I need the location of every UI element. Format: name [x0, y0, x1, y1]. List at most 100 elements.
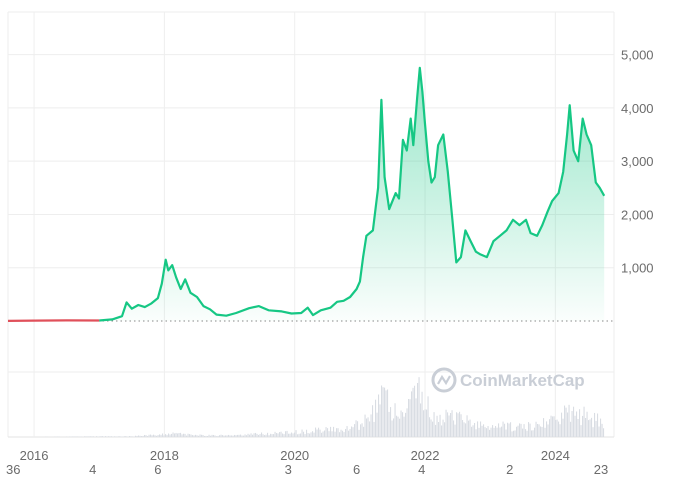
volume-bar — [597, 414, 598, 437]
volume-bar — [491, 428, 492, 437]
volume-bar — [594, 413, 595, 437]
volume-bar — [269, 435, 270, 437]
volume-bar — [240, 435, 241, 437]
volume-bar — [336, 428, 337, 437]
volume-bar — [114, 436, 115, 437]
price-line-early — [8, 320, 99, 321]
volume-bar — [323, 431, 324, 437]
volume-bar — [551, 416, 552, 437]
volume-bar — [452, 410, 453, 437]
volume-bar — [423, 410, 424, 437]
volume-bar — [110, 436, 111, 437]
volume-bar — [443, 420, 444, 437]
volume-bar — [246, 435, 247, 437]
volume-bar — [233, 436, 234, 437]
volume-bar — [429, 417, 430, 437]
volume-bar — [530, 424, 531, 437]
volume-bar — [561, 413, 562, 437]
y-tick-label: 5,000 — [621, 48, 654, 63]
volume-bar — [404, 417, 405, 437]
volume-bar — [444, 422, 445, 437]
volume-bar — [501, 427, 502, 437]
volume-bar — [231, 435, 232, 437]
volume-bar — [324, 430, 325, 437]
volume-bar — [573, 407, 574, 437]
volume-bar — [189, 434, 190, 437]
volume-bar — [222, 435, 223, 437]
volume-bar — [338, 428, 339, 437]
volume-bar — [80, 436, 81, 437]
volume-bar — [581, 425, 582, 437]
volume-bar — [77, 436, 78, 437]
volume-bar — [345, 429, 346, 437]
volume-bar — [329, 431, 330, 437]
volume-bar — [401, 411, 402, 437]
volume-bar — [107, 436, 108, 437]
x-tick-label: 2022 — [411, 448, 440, 463]
volume-bar — [525, 429, 526, 437]
volume-bar — [239, 435, 240, 437]
volume-bar — [383, 387, 384, 437]
volume-bar — [521, 424, 522, 437]
volume-bar — [105, 436, 106, 437]
volume-bar — [405, 413, 406, 437]
volume-bar — [363, 427, 364, 437]
x-minor-tick-label: 6 — [353, 462, 360, 477]
volume-bar — [446, 410, 447, 437]
volume-bar — [305, 434, 306, 437]
volume-bar — [395, 403, 396, 437]
volume-bar — [510, 422, 511, 437]
volume-bar — [411, 391, 412, 437]
volume-bar — [482, 426, 483, 437]
volume-bar — [522, 429, 523, 437]
volume-bar — [488, 426, 489, 437]
volume-bar — [542, 427, 543, 437]
volume-bar — [333, 427, 334, 437]
volume-bar — [228, 435, 229, 437]
volume-bar — [381, 385, 382, 437]
volume-bar — [575, 416, 576, 437]
volume-bar — [332, 431, 333, 437]
volume-bar — [557, 420, 558, 437]
volume-bar — [72, 436, 73, 437]
volume-bar — [474, 423, 475, 437]
volume-bar — [243, 436, 244, 437]
volume-bar — [278, 433, 279, 437]
volume-bar — [486, 428, 487, 437]
x-tick-label: 2016 — [20, 448, 49, 463]
volume-bar — [417, 383, 418, 437]
volume-bar — [518, 426, 519, 437]
volume-bar — [155, 435, 156, 437]
volume-bar — [567, 412, 568, 437]
volume-bar — [122, 436, 123, 437]
volume-bar — [516, 427, 517, 437]
volume-bar — [473, 425, 474, 437]
volume-bar — [188, 434, 189, 437]
volume-bar — [173, 432, 174, 437]
volume-bar — [600, 419, 601, 437]
y-tick-label: 3,000 — [621, 154, 654, 169]
volume-bar — [308, 433, 309, 437]
volume-bar — [201, 435, 202, 437]
volume-bar — [210, 436, 211, 437]
y-tick-label: 1,000 — [621, 261, 654, 276]
volume-bar — [165, 434, 166, 437]
volume-bar — [476, 429, 477, 437]
volume-bar — [377, 413, 378, 437]
volume-bar — [291, 433, 292, 437]
volume-bar — [456, 412, 457, 437]
volume-bar — [134, 436, 135, 437]
volume-bar — [515, 430, 516, 437]
volume-bar — [147, 436, 148, 437]
volume-bar — [284, 434, 285, 437]
volume-bar — [213, 435, 214, 437]
volume-bar — [428, 396, 429, 437]
volume-bar — [437, 416, 438, 437]
volume-bar — [483, 424, 484, 437]
volume-bar — [462, 420, 463, 437]
volume-bar — [494, 428, 495, 437]
volume-bar — [248, 434, 249, 437]
volume-bar — [389, 412, 390, 437]
volume-bar — [540, 426, 541, 437]
volume-bar — [545, 428, 546, 437]
